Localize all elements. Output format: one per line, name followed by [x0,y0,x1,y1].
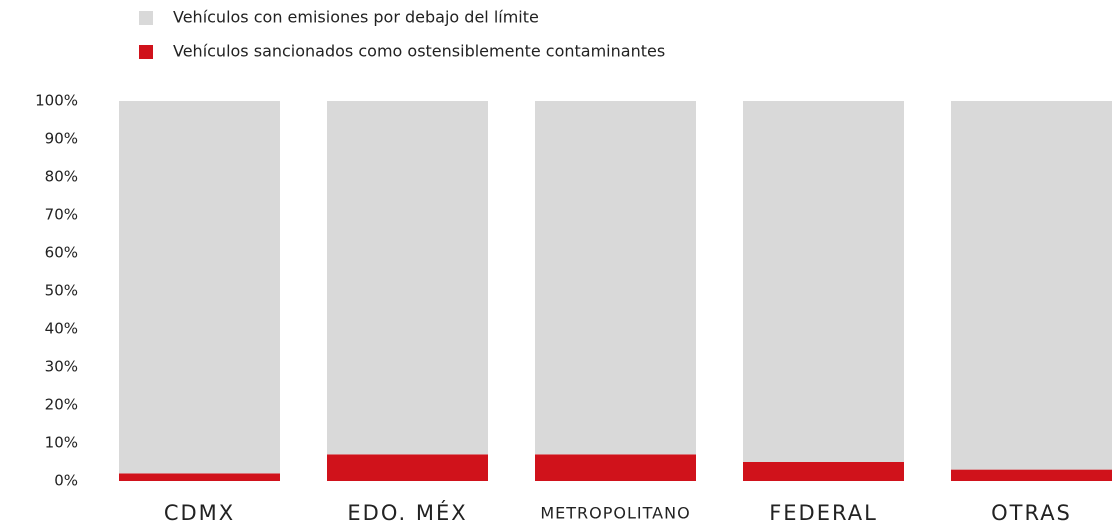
legend-swatch [139,11,153,25]
legend-label: Vehículos sancionados como ostensiblemen… [173,42,665,61]
legend-label: Vehículos con emisiones por debajo del l… [173,8,539,27]
y-tick-label: 20% [45,396,78,414]
y-tick-label: 80% [45,168,78,186]
bar-segment [327,454,488,481]
y-tick-label: 90% [45,130,78,148]
y-tick-label: 50% [45,282,78,300]
x-tick-label: METROPOLITANO [540,504,690,523]
y-tick-label: 100% [35,92,78,110]
bar-segment [743,462,904,481]
x-tick-label: OTRAS [991,501,1072,525]
bar-segment [119,101,280,474]
bar-segment [327,101,488,455]
legend-swatch [139,45,153,59]
x-tick-label: EDO. MÉX [347,500,467,525]
y-tick-label: 0% [54,472,78,490]
x-tick-label: FEDERAL [769,501,878,525]
y-tick-label: 40% [45,320,78,338]
y-tick-label: 60% [45,244,78,262]
bar-segment [119,473,280,481]
bar-segment [743,101,904,462]
y-tick-label: 10% [45,434,78,452]
bar-segment [535,454,696,481]
bar-segment [951,469,1112,481]
bar-segment [951,101,1112,470]
bar-segment [535,101,696,455]
y-tick-label: 70% [45,206,78,224]
y-tick-label: 30% [45,358,78,376]
x-tick-label: CDMX [164,501,235,525]
